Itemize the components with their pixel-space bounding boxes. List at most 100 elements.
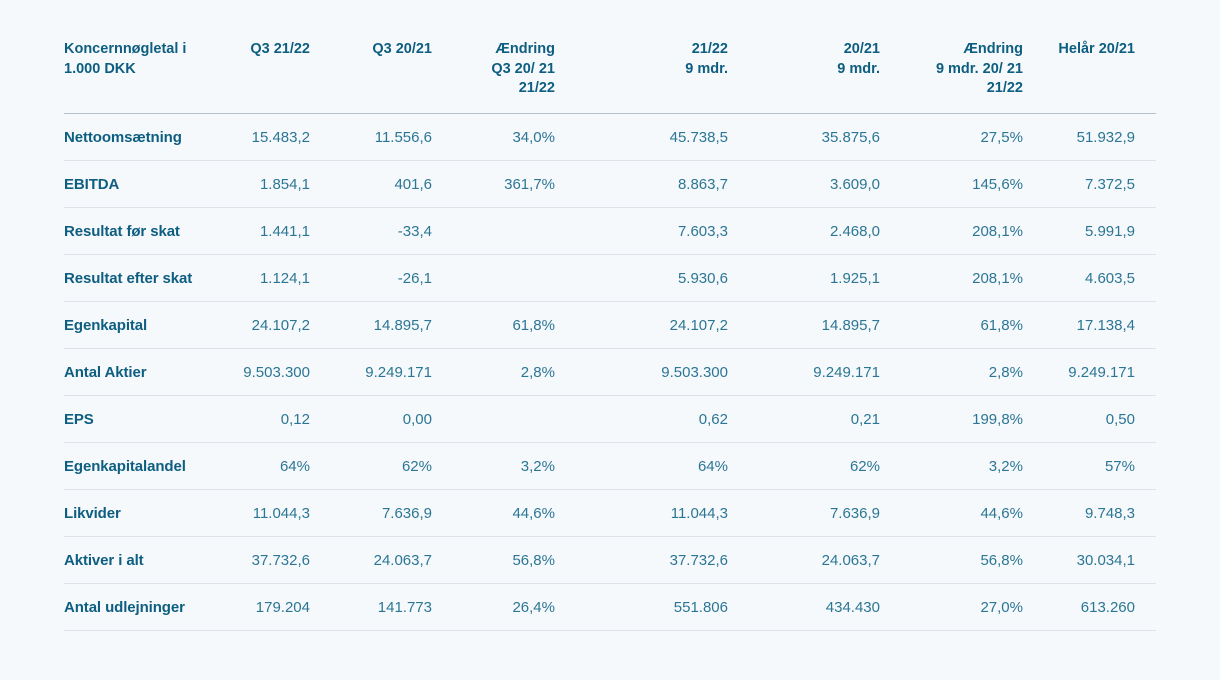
value-cell: -26,1 [310,254,432,303]
value-cell: 0,21 [728,395,880,444]
value-cell: 56,8% [880,536,1023,585]
column-header: 21/22 9 mdr. [555,30,728,115]
value-cell: 62% [310,442,432,491]
value-cell: 37.732,6 [214,536,310,585]
value-cell [432,207,555,256]
value-cell: 361,7% [432,160,555,209]
table-row: Egenkapitalandel 64% 62% 3,2% 64% 62% 3,2% 57% [64,442,1156,491]
value-cell: 0,12 [214,395,310,444]
value-cell: 11.044,3 [214,489,310,538]
value-cell: 3.609,0 [728,160,880,209]
table-row: Resultat efter skat 1.124,1 -26,1 5.930,6 1.… [64,254,1156,303]
value-cell: 24.107,2 [214,301,310,350]
value-cell: 14.895,7 [310,301,432,350]
value-cell: 0,00 [310,395,432,444]
value-cell: 61,8% [880,301,1023,350]
value-cell: 7.636,9 [310,489,432,538]
value-cell: 208,1% [880,207,1023,256]
table-row: Resultat før skat 1.441,1 -33,4 7.603,3 2.46… [64,207,1156,256]
row-label: Aktiver i alt [64,536,214,585]
value-cell: 26,4% [432,583,555,632]
value-cell: 9.503.300 [214,348,310,397]
value-cell: 57% [1023,442,1156,491]
value-cell [432,254,555,303]
value-cell: 61,8% [432,301,555,350]
column-header: Helår 20/21 [1023,30,1156,115]
table-row: Egenkapital 24.107,2 14.895,7 61,8% 24.107,2… [64,301,1156,350]
column-header: Q3 21/22 [214,30,310,115]
header-row: Koncernnøgletal i 1.000 DKK Q3 21/22 Q3 20… [64,30,1156,115]
value-cell: 434.430 [728,583,880,632]
value-cell: 7.603,3 [555,207,728,256]
value-cell: -33,4 [310,207,432,256]
value-cell: 9.249.171 [1023,348,1156,397]
value-cell: 5.930,6 [555,254,728,303]
row-label: EPS [64,395,214,444]
value-cell: 56,8% [432,536,555,585]
value-cell: 0,50 [1023,395,1156,444]
value-cell: 11.044,3 [555,489,728,538]
value-cell: 7.372,5 [1023,160,1156,209]
table-row: Nettoomsætning 15.483,2 11.556,6 34,0% 45.73… [64,113,1156,162]
value-cell: 62% [728,442,880,491]
value-cell: 64% [214,442,310,491]
table-row: Aktiver i alt 37.732,6 24.063,7 56,8% 37.732… [64,536,1156,585]
value-cell: 3,2% [880,442,1023,491]
value-cell: 199,8% [880,395,1023,444]
value-cell [432,395,555,444]
value-cell: 35.875,6 [728,113,880,162]
value-cell: 24.063,7 [728,536,880,585]
row-label: EBITDA [64,160,214,209]
row-label: Likvider [64,489,214,538]
value-cell: 7.636,9 [728,489,880,538]
value-cell: 141.773 [310,583,432,632]
value-cell: 4.603,5 [1023,254,1156,303]
value-cell: 401,6 [310,160,432,209]
row-label: Resultat før skat [64,207,214,256]
value-cell: 1.925,1 [728,254,880,303]
column-header: 20/21 9 mdr. [728,30,880,115]
value-cell: 1.441,1 [214,207,310,256]
table-row: Antal Aktier 9.503.300 9.249.171 2,8% 9.503.… [64,348,1156,397]
column-header: Q3 20/21 [310,30,432,115]
value-cell: 2,8% [432,348,555,397]
table-row: Likvider 11.044,3 7.636,9 44,6% 11.044,3 7.63… [64,489,1156,538]
page-bottom-strip [0,680,1220,686]
key-figures-table: Koncernnøgletal i 1.000 DKK Q3 21/22 Q3 20… [64,30,1156,632]
column-header: Ændring 9 mdr. 20/ 21 21/22 [880,30,1023,115]
row-label: Resultat efter skat [64,254,214,303]
value-cell: 0,62 [555,395,728,444]
table-row: EBITDA 1.854,1 401,6 361,7% 8.863,7 3.609,0 14… [64,160,1156,209]
value-cell: 44,6% [432,489,555,538]
row-label: Egenkapital [64,301,214,350]
value-cell: 64% [555,442,728,491]
value-cell: 5.991,9 [1023,207,1156,256]
column-header: Ændring Q3 20/ 21 21/22 [432,30,555,115]
value-cell: 37.732,6 [555,536,728,585]
value-cell: 9.503.300 [555,348,728,397]
value-cell: 551.806 [555,583,728,632]
table-header: Koncernnøgletal i 1.000 DKK Q3 21/22 Q3 20… [64,30,1156,115]
value-cell: 2,8% [880,348,1023,397]
value-cell: 51.932,9 [1023,113,1156,162]
value-cell: 34,0% [432,113,555,162]
value-cell: 44,6% [880,489,1023,538]
value-cell: 27,5% [880,113,1023,162]
value-cell: 30.034,1 [1023,536,1156,585]
value-cell: 613.260 [1023,583,1156,632]
value-cell: 8.863,7 [555,160,728,209]
value-cell: 2.468,0 [728,207,880,256]
table-body: Nettoomsætning 15.483,2 11.556,6 34,0% 45.73… [64,113,1156,632]
row-label: Egenkapitalandel [64,442,214,491]
value-cell: 9.249.171 [310,348,432,397]
value-cell: 14.895,7 [728,301,880,350]
value-cell: 9.748,3 [1023,489,1156,538]
value-cell: 27,0% [880,583,1023,632]
value-cell: 1.854,1 [214,160,310,209]
value-cell: 45.738,5 [555,113,728,162]
value-cell: 3,2% [432,442,555,491]
row-label: Antal udlejninger [64,583,214,632]
row-label: Antal Aktier [64,348,214,397]
value-cell: 145,6% [880,160,1023,209]
value-cell: 1.124,1 [214,254,310,303]
